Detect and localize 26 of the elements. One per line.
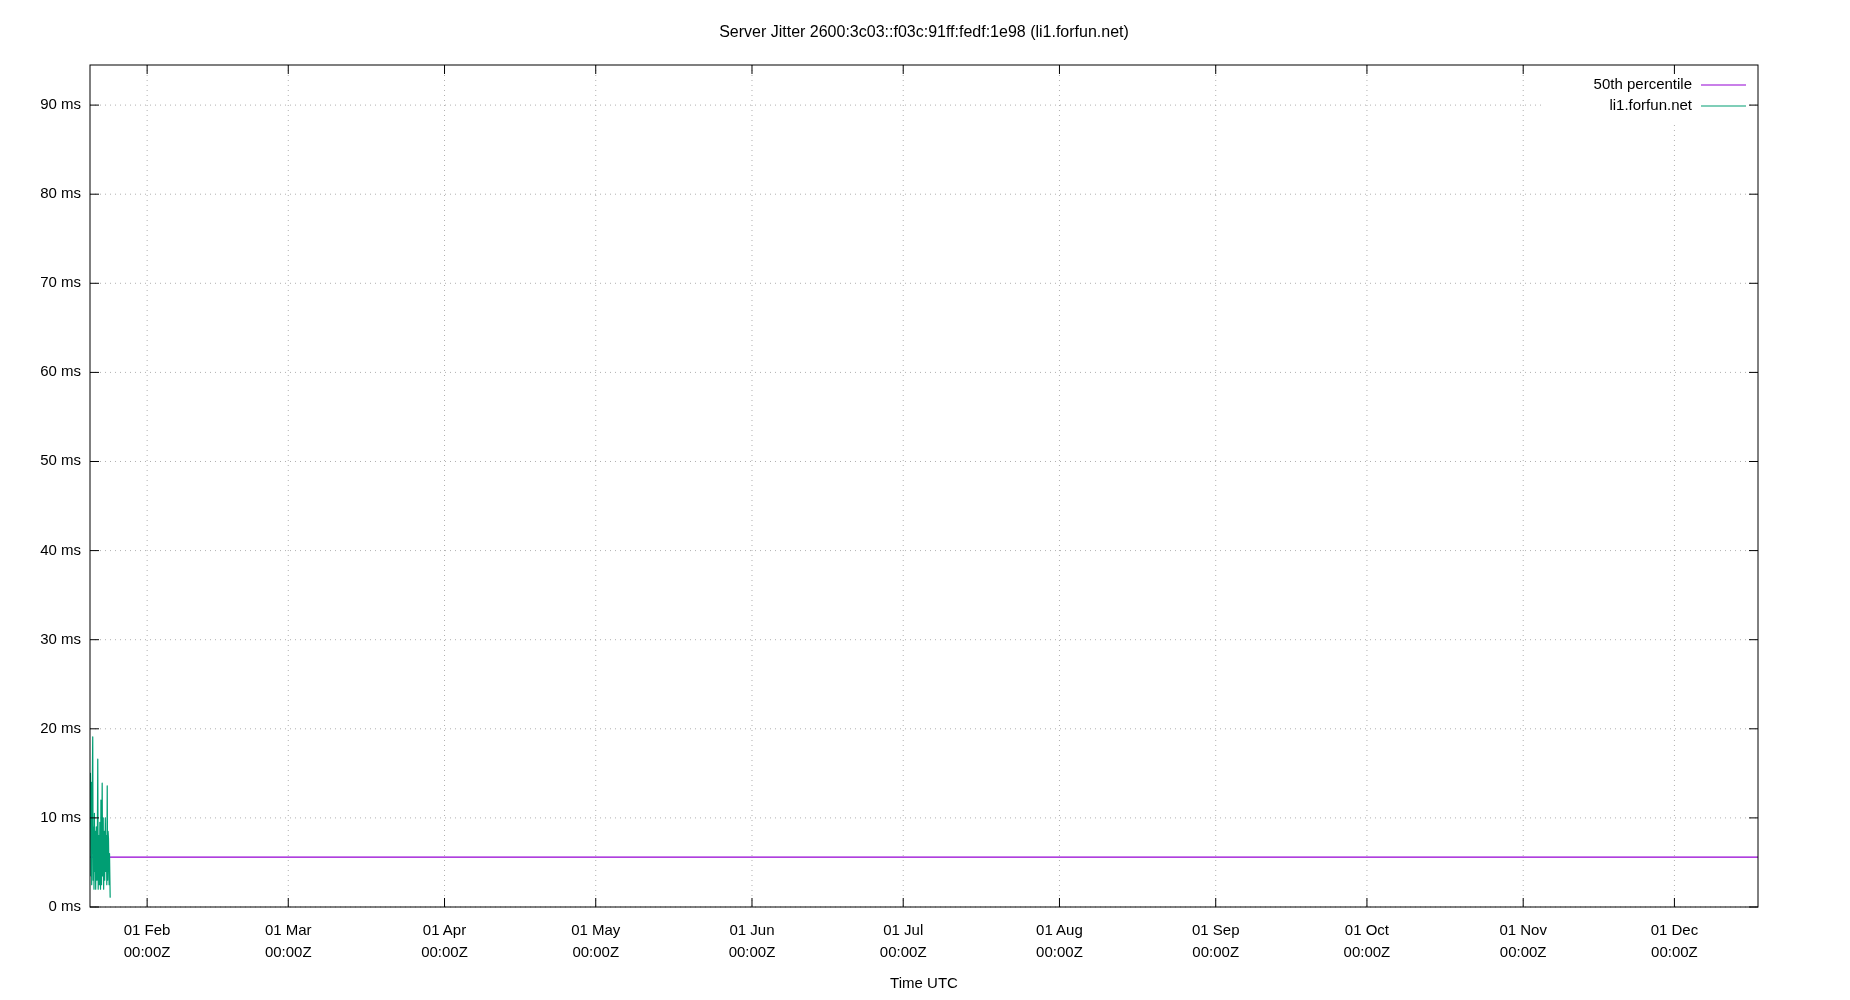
line-series bbox=[90, 736, 111, 898]
y-tick-label: 50 ms bbox=[40, 451, 81, 469]
x-tick-label: 01 Jun 00:00Z bbox=[728, 921, 776, 961]
x-tick-label: 01 Aug 00:00Z bbox=[1036, 921, 1083, 961]
y-tick-label: 20 ms bbox=[40, 718, 81, 736]
x-tick-label: 01 Apr 00:00Z bbox=[421, 921, 468, 961]
x-tick-label: 01 May 00:00Z bbox=[571, 921, 621, 961]
y-tick-label: 0 ms bbox=[48, 896, 81, 914]
y-tick-label: 60 ms bbox=[40, 362, 81, 380]
y-tick-label: 90 ms bbox=[40, 95, 81, 113]
y-tick-label: 30 ms bbox=[40, 629, 81, 647]
x-tick-label: 01 Nov 00:00Z bbox=[1499, 921, 1548, 961]
x-tick-label: 01 Jul 00:00Z bbox=[879, 921, 927, 961]
x-tick-label: 01 Feb 00:00Z bbox=[123, 921, 171, 961]
y-tick-label: 40 ms bbox=[40, 540, 81, 558]
x-tick-label: 01 Sep 00:00Z bbox=[1191, 921, 1240, 961]
x-axis-title: Time UTC bbox=[890, 973, 959, 991]
x-tick-label: 01 Dec 00:00Z bbox=[1650, 921, 1699, 961]
legend-label: li1.forfun.net bbox=[1609, 95, 1693, 113]
legend-label: 50th percentile bbox=[1593, 74, 1692, 92]
x-tick-label: 01 Oct 00:00Z bbox=[1343, 921, 1391, 961]
y-tick-label: 10 ms bbox=[40, 807, 81, 825]
chart-title: Server Jitter 2600:3c03::f03c:91ff:fedf:1e98 (li1.forfun.net) bbox=[719, 23, 1129, 41]
x-tick-label: 01 Mar 00:00Z bbox=[264, 921, 312, 961]
y-tick-label: 70 ms bbox=[40, 273, 81, 291]
y-tick-label: 80 ms bbox=[40, 184, 81, 202]
